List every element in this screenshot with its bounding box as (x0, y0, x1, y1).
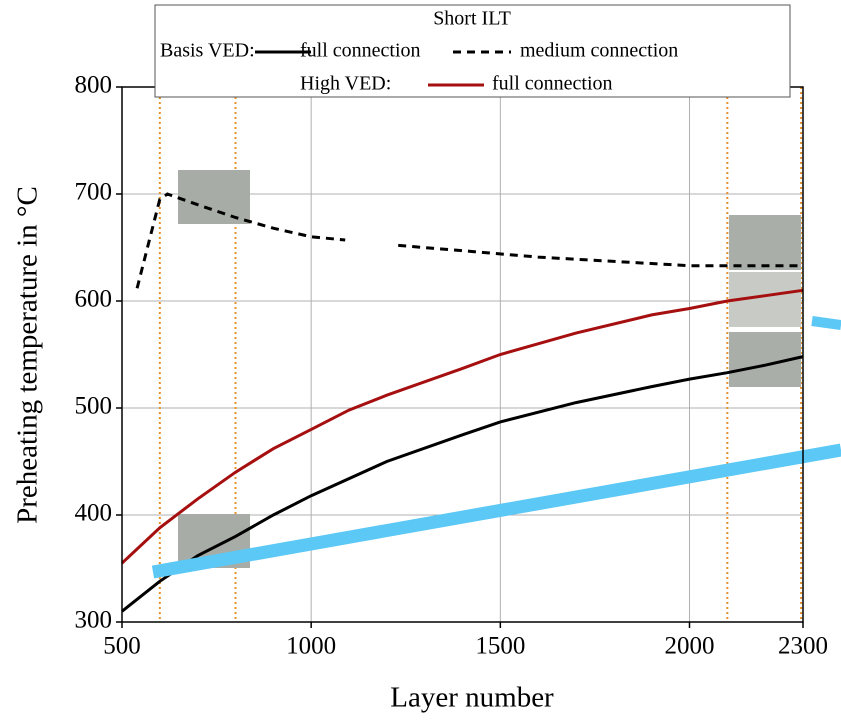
series-line (135, 192, 803, 289)
legend-group-label: High VED: (300, 73, 391, 95)
legend-label: full connection (492, 73, 613, 95)
image-inset (178, 170, 250, 224)
y-tick-label: 300 (75, 607, 113, 634)
legend-label: full connection (300, 40, 421, 62)
x-tick-label: 1500 (475, 633, 525, 660)
legend-group-label: Basis VED: (160, 40, 255, 62)
y-tick-label: 500 (75, 393, 113, 420)
x-tick-label: 1000 (286, 633, 336, 660)
legend-label: medium connection (520, 40, 678, 62)
y-tick-label: 400 (75, 500, 113, 527)
series-line (120, 288, 804, 565)
series-line (121, 355, 804, 613)
x-tick-label: 2300 (778, 633, 828, 660)
x-tick-label: 2000 (665, 633, 715, 660)
x-axis-title: Layer number (390, 682, 554, 714)
image-inset (729, 215, 801, 270)
series-lines (120, 192, 804, 613)
y-axis-title: Preheating temperature in °C (12, 186, 44, 524)
legend: Short ILT Basis VED: full connection medium… (154, 4, 791, 98)
y-tick-label: 800 (75, 72, 113, 99)
overlay-stroke (811, 316, 841, 330)
legend-title: Short ILT (433, 8, 511, 30)
x-tick-label: 500 (103, 633, 141, 660)
overlay-stroke (151, 443, 841, 579)
y-tick-label: 600 (75, 286, 113, 313)
y-tick-label: 700 (75, 179, 113, 206)
